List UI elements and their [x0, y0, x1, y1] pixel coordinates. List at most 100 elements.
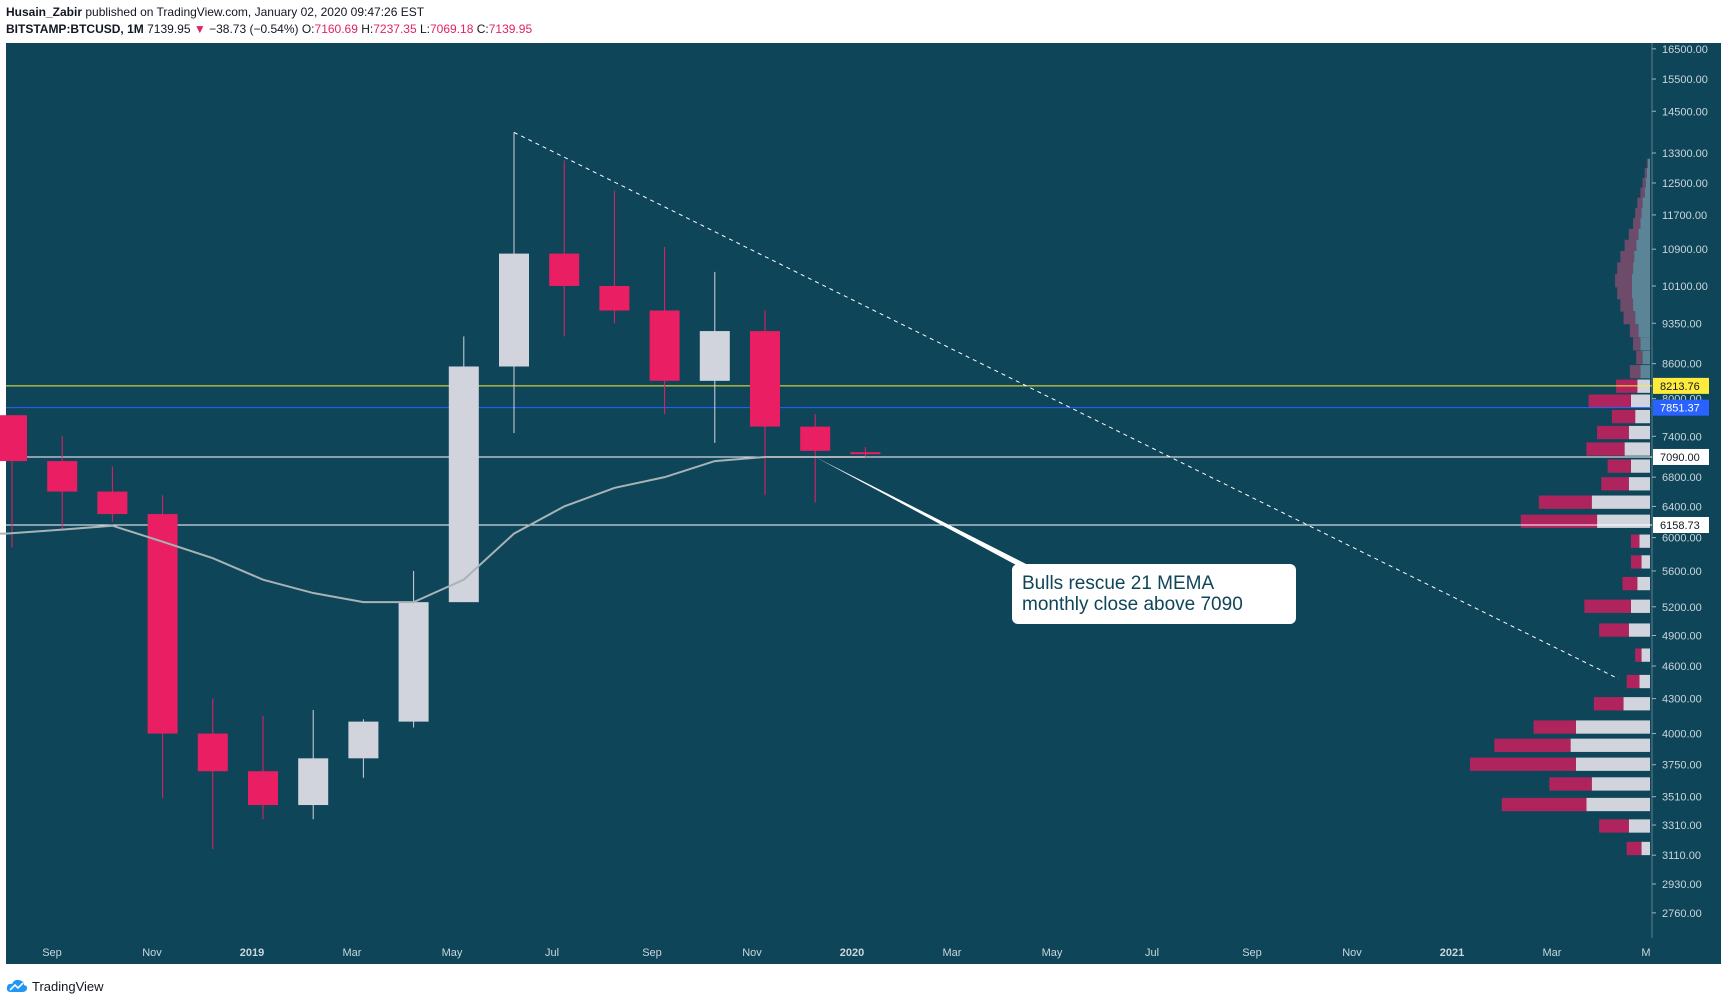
symbol-label[interactable]: BITSTAMP:BTCUSD, 1M	[6, 22, 144, 36]
candles	[0, 132, 881, 849]
level-price-label-bg	[1653, 399, 1709, 416]
time-tick-label: Jul	[545, 947, 559, 959]
candle-body[interactable]	[0, 415, 27, 462]
volume-bar-down	[1620, 298, 1634, 312]
volume-bar-down	[1494, 738, 1571, 752]
volume-bar-up	[1641, 841, 1650, 856]
volume-bar-down	[1533, 720, 1576, 734]
volume-bar-up	[1630, 459, 1650, 473]
price-tick-label: 7400.00	[1662, 431, 1702, 443]
candle-body[interactable]	[147, 514, 178, 734]
volume-bar-up	[1637, 576, 1650, 591]
candle-body[interactable]	[499, 253, 529, 367]
candle-body[interactable]	[47, 461, 78, 492]
high-label: H:	[361, 22, 374, 36]
candle-body[interactable]	[850, 452, 881, 455]
price-tick-label: 3510.00	[1662, 792, 1702, 804]
volume-bar-up	[1638, 228, 1650, 243]
price-tick-label: 6000.00	[1662, 533, 1702, 545]
callout-box[interactable]	[1012, 564, 1296, 624]
volume-bar-down	[1601, 477, 1629, 491]
open-label: O:	[301, 22, 315, 36]
volume-bar-up	[1575, 757, 1650, 771]
volume-bar-down	[1501, 797, 1587, 812]
price-tick-label: 14500.00	[1662, 106, 1708, 118]
volume-bar-up	[1641, 207, 1650, 222]
author-name[interactable]: Husain_Zabir	[6, 5, 83, 19]
candle-body[interactable]	[699, 331, 730, 381]
price-tick-label: 4000.00	[1662, 729, 1702, 741]
candle-body[interactable]	[649, 310, 680, 381]
price-axis: 16500.00 15500.00 14500.00 13300.00 12500.00…	[1652, 44, 1708, 920]
volume-bar-down	[1599, 623, 1629, 637]
volume-bar-up	[1642, 350, 1650, 365]
tradingview-cloud-icon[interactable]	[6, 979, 28, 993]
footer: TradingView	[6, 976, 104, 996]
volume-bar-up	[1591, 495, 1650, 509]
candle-body[interactable]	[298, 758, 329, 806]
close-value: 7139.95	[488, 22, 533, 36]
volume-bar-down	[1624, 239, 1637, 254]
candle-body[interactable]	[348, 721, 379, 759]
ohlc-legend: BITSTAMP:BTCUSD, 1M 7139.95 ▼ −38.73 (−0…	[6, 21, 1706, 38]
candle-body[interactable]	[549, 253, 580, 286]
callout-text: Bulls rescue 21 MEMA	[1022, 573, 1215, 594]
brand-name[interactable]: TradingView	[32, 978, 104, 994]
high-value: 7237.35	[373, 22, 417, 36]
volume-bar-down	[1470, 757, 1576, 771]
low-value: 7069.18	[430, 22, 474, 36]
price-tick-label: 2760.00	[1662, 908, 1702, 920]
time-tick-label: Jul	[1145, 947, 1159, 959]
time-tick-label: Mar	[943, 947, 962, 959]
descending-trendline[interactable]	[513, 131, 1619, 680]
ma-line[interactable]	[0, 455, 866, 604]
candle-body[interactable]	[448, 366, 479, 603]
price-axis-background	[1652, 43, 1721, 938]
volume-bar-down	[1597, 425, 1629, 440]
volume-bar-up	[1639, 674, 1650, 689]
time-tick-label: Mar	[343, 947, 362, 959]
volume-bar-up	[1628, 477, 1650, 491]
time-tick-label: 2019	[240, 947, 264, 959]
time-tick-label: Nov	[1342, 947, 1362, 959]
volume-bar-down	[1629, 323, 1639, 338]
candle-body[interactable]	[398, 602, 429, 722]
volume-bar-up	[1640, 365, 1650, 379]
volume-bar-up	[1628, 425, 1650, 440]
volume-bar-up	[1647, 158, 1650, 173]
volume-bar-up	[1630, 599, 1650, 613]
volume-bar-up	[1638, 323, 1650, 338]
price-tick-label: 12500.00	[1662, 178, 1708, 190]
price-change: −38.73 (−0.54%)	[209, 22, 299, 36]
candle-body[interactable]	[97, 491, 128, 515]
price-tick-label: 16500.00	[1662, 44, 1708, 56]
volume-bar-up	[1639, 534, 1650, 548]
time-axis-background	[6, 938, 1721, 964]
volume-bar-up	[1591, 777, 1650, 791]
volume-bar-up	[1646, 168, 1650, 182]
publish-info: Husain_Zabir published on TradingView.co…	[6, 4, 1706, 21]
callout-text: monthly close above 7090	[1022, 594, 1243, 615]
candle-body[interactable]	[750, 331, 780, 427]
volume-bar-down	[1626, 841, 1642, 856]
time-tick-label: May	[1042, 947, 1063, 959]
volume-bar-up	[1633, 262, 1650, 276]
volume-bar-up	[1624, 442, 1650, 456]
volume-bar-down	[1633, 218, 1641, 232]
volume-bar-down	[1646, 158, 1648, 173]
volume-bar-up	[1586, 797, 1650, 812]
volume-bar-up	[1630, 394, 1650, 408]
volume-bar-down	[1644, 168, 1647, 182]
volume-bar-up	[1645, 177, 1650, 192]
time-tick-label: Sep	[1242, 947, 1262, 959]
candle-body[interactable]	[599, 285, 630, 311]
volume-bar-down	[1607, 459, 1631, 473]
volume-bar-up	[1623, 697, 1650, 711]
candle-body[interactable]	[248, 771, 278, 806]
volume-bar-down	[1633, 337, 1641, 351]
candle-body[interactable]	[800, 426, 831, 451]
close-label: C:	[476, 22, 489, 36]
level-price-label-bg	[1653, 377, 1709, 394]
candle-body[interactable]	[197, 733, 228, 772]
